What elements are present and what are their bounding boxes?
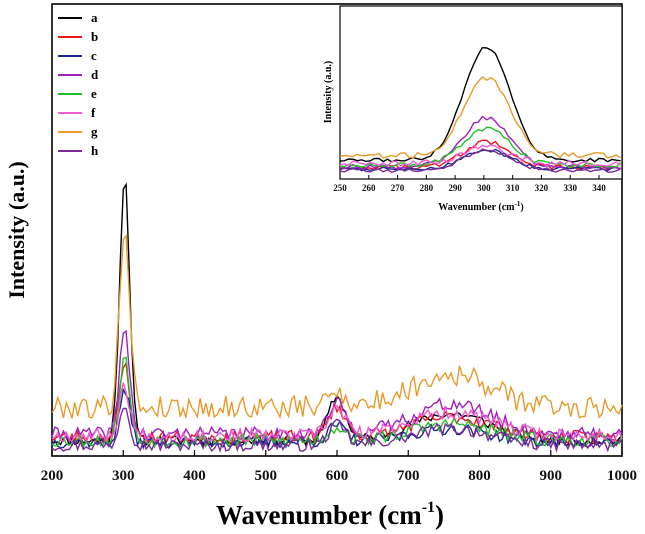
x-tick-label: 200 xyxy=(41,468,64,484)
legend-label-c: c xyxy=(91,48,97,63)
inset-y-axis-title: Intensity (a.u.) xyxy=(323,61,334,124)
inset-background xyxy=(340,6,622,179)
inset-series-line-g xyxy=(339,76,621,160)
inset-series-line-f xyxy=(339,144,621,167)
inset-plot-frame xyxy=(339,5,623,180)
x-tick-label: 600 xyxy=(326,468,349,484)
legend-label-f: f xyxy=(91,105,96,120)
legend-label-b: b xyxy=(91,29,98,44)
legend-label-d: d xyxy=(91,67,99,82)
x-tick-label: 800 xyxy=(468,468,491,484)
legend-label-a: a xyxy=(91,10,98,25)
inset-x-ticks: 250 260 270 280 290 300 310 320 330 340 xyxy=(333,175,606,193)
x-tick-label: 1000 xyxy=(607,468,637,484)
x-tick-label: 700 xyxy=(397,468,420,484)
series-line-h xyxy=(51,407,623,453)
inset-x-tick-label: 260 xyxy=(362,183,376,193)
main-x-ticks: 200 300 400 500 600 700 800 900 1000 xyxy=(41,450,637,484)
series-line-d xyxy=(51,329,623,443)
series-line-f xyxy=(51,382,623,445)
inset-series-line-h xyxy=(339,148,621,173)
x-tick-label: 900 xyxy=(540,468,563,484)
main-series-group xyxy=(51,182,623,453)
inset-x-tick-label: 280 xyxy=(420,183,434,193)
inset-x-tick-label: 270 xyxy=(391,183,405,193)
inset-x-tick-label: 310 xyxy=(506,183,520,193)
inset-series-group xyxy=(339,46,622,173)
inset-x-tick-label: 340 xyxy=(592,183,606,193)
x-tick-label: 400 xyxy=(183,468,206,484)
x-tick-label: 500 xyxy=(255,468,278,484)
legend-label-g: g xyxy=(91,124,98,139)
inset-x-tick-label: 320 xyxy=(535,183,549,193)
x-tick-label: 300 xyxy=(112,468,135,484)
legend-label-e: e xyxy=(91,86,97,101)
inset-x-tick-label: 300 xyxy=(477,183,491,193)
y-axis-title: Intensity (a.u.) xyxy=(4,161,29,299)
series-line-g xyxy=(51,233,623,420)
inset-x-tick-label: 330 xyxy=(563,183,577,193)
series-line-e xyxy=(51,356,623,450)
x-axis-title: Wavenumber (cm-1) xyxy=(216,499,444,530)
inset-x-tick-label: 250 xyxy=(333,183,347,193)
inset-x-axis-title: Wavenumber (cm-1) xyxy=(438,200,523,213)
inset-series-line-a xyxy=(339,46,621,163)
inset-x-tick-label: 290 xyxy=(448,183,462,193)
legend-label-h: h xyxy=(91,143,99,158)
